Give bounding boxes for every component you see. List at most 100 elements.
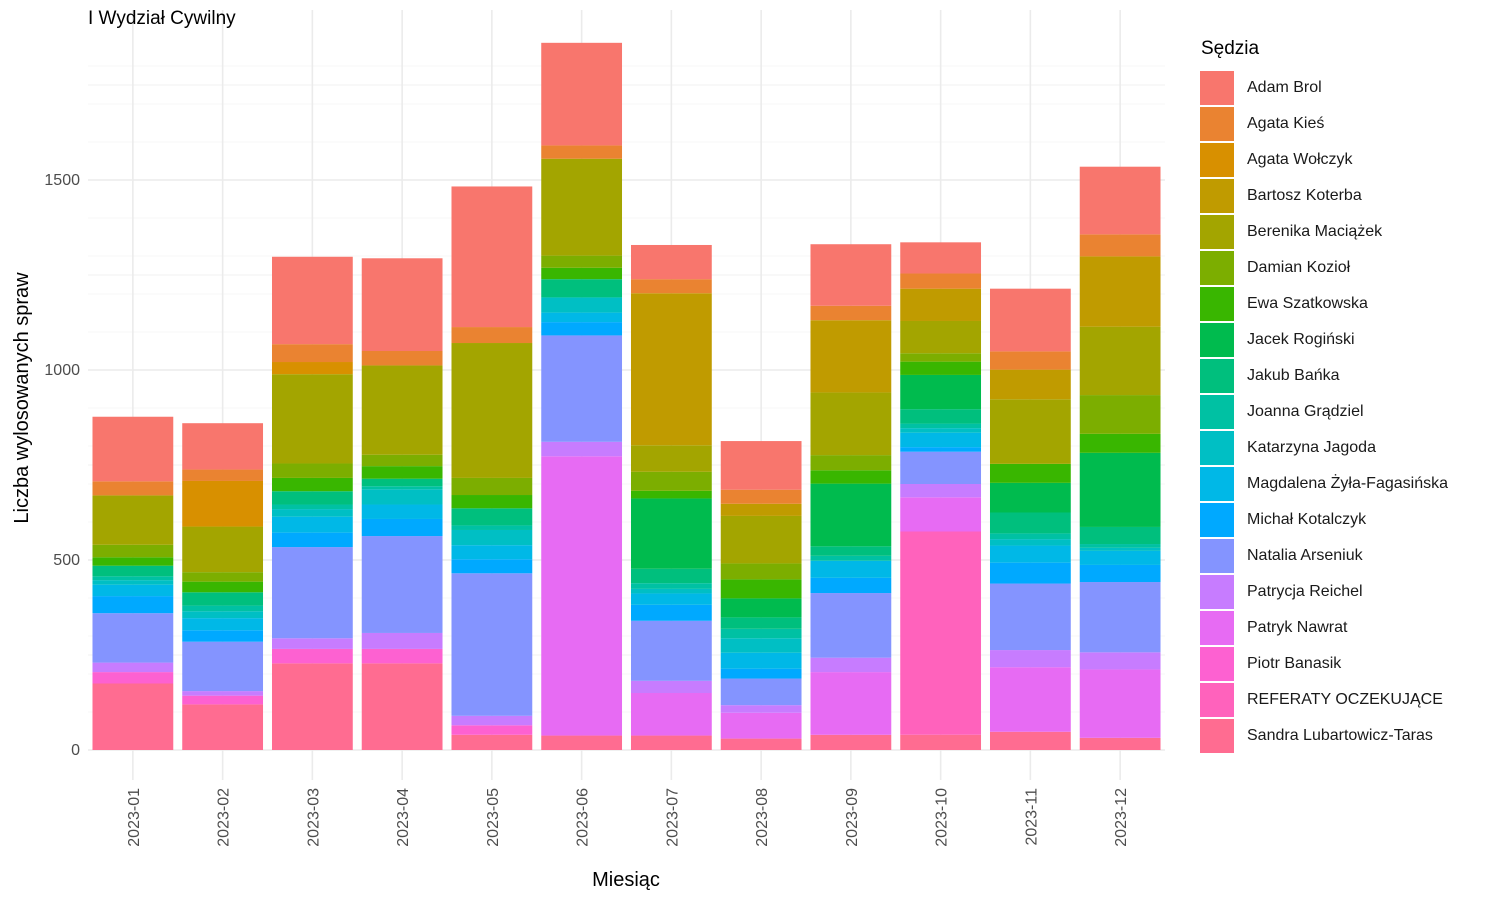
- bar-segment: [720, 638, 802, 653]
- bar-segment: [810, 392, 892, 456]
- bar-segment: [271, 491, 353, 505]
- x-tick-label: 2023-08: [754, 788, 771, 847]
- bar-segment: [361, 365, 443, 455]
- x-tick-label: 2023-11: [1023, 788, 1040, 846]
- bar-segment: [1079, 234, 1161, 257]
- bar-segment: [271, 547, 353, 639]
- bar-segment: [451, 573, 533, 716]
- bar-segment: [361, 454, 443, 467]
- bar-segment: [989, 545, 1071, 563]
- bar-segment: [900, 374, 982, 410]
- bar-segment: [630, 604, 712, 621]
- legend-swatch: [1200, 215, 1234, 249]
- x-tick-label: 2023-07: [664, 788, 681, 847]
- legend-label: Magdalena Żyła-Fagasińska: [1247, 475, 1448, 492]
- legend: Sędzia Adam Brol Agata Kieś Agata Wołczyk B…: [1200, 38, 1448, 754]
- bar-segment: [810, 470, 892, 484]
- bar-segment: [182, 605, 264, 612]
- bar-segment: [989, 512, 1071, 534]
- legend-title: Sędzia: [1201, 38, 1260, 59]
- bar-segment: [92, 481, 174, 496]
- bar-segment: [92, 683, 174, 750]
- bar-segment: [271, 648, 353, 664]
- bar-segment: [541, 441, 623, 457]
- bar-segment: [541, 145, 623, 159]
- bar-segment: [451, 477, 533, 496]
- bar-segment: [1079, 256, 1161, 327]
- bar-segment: [720, 712, 802, 739]
- legend-swatch: [1200, 179, 1234, 213]
- bar-segment: [989, 399, 1071, 464]
- bar-segment: [989, 288, 1071, 352]
- bar-segment: [1079, 526, 1161, 545]
- legend-item: Joanna Grądziel: [1200, 394, 1448, 430]
- bar-segment: [361, 466, 443, 479]
- bar-segment: [541, 158, 623, 256]
- bar-segment: [720, 503, 802, 516]
- bar-segment: [182, 691, 264, 696]
- legend-swatch: [1200, 431, 1234, 465]
- bar-segment: [1079, 452, 1161, 527]
- bar-segment: [720, 668, 802, 679]
- legend-label: Natalia Arseniuk: [1247, 547, 1363, 564]
- bar-segment: [720, 628, 802, 639]
- legend-label: Agata Kieś: [1247, 115, 1325, 132]
- legend-swatch: [1200, 467, 1234, 501]
- bar-segment: [541, 255, 623, 268]
- legend-label: Jakub Bańka: [1247, 367, 1340, 384]
- legend-swatch: [1200, 575, 1234, 609]
- x-tick-label: 2023-12: [1113, 788, 1130, 847]
- legend-swatch: [1200, 719, 1234, 753]
- bar-segment: [92, 596, 174, 614]
- legend-label: Berenika Maciążek: [1247, 223, 1383, 240]
- bar-segment: [271, 374, 353, 464]
- bar-segment: [989, 583, 1071, 651]
- bar-segment: [541, 297, 623, 313]
- bar-segment: [720, 617, 802, 629]
- legend-swatch: [1200, 323, 1234, 357]
- legend-label: Michał Kotalczyk: [1247, 511, 1367, 528]
- legend-swatch: [1200, 287, 1234, 321]
- bar-segment: [92, 416, 174, 482]
- bar-segment: [630, 471, 712, 491]
- legend-label: Joanna Grądziel: [1247, 403, 1364, 420]
- y-tick-label: 1500: [44, 172, 80, 189]
- bar-segment: [810, 320, 892, 393]
- bar-segment: [989, 351, 1071, 370]
- bar-segment: [989, 667, 1071, 732]
- bar-segment: [361, 489, 443, 505]
- bar-segment: [451, 508, 533, 526]
- legend-item: Jakub Bańka: [1200, 358, 1448, 394]
- bar-segment: [1079, 326, 1161, 396]
- legend-item: Natalia Arseniuk: [1200, 538, 1448, 574]
- bar-segment: [630, 693, 712, 736]
- bar-segment: [182, 469, 264, 481]
- legend-label: Damian Kozioł: [1247, 259, 1351, 276]
- bar-segment: [361, 478, 443, 487]
- legend-item: Katarzyna Jagoda: [1200, 430, 1448, 466]
- legend-swatch: [1200, 683, 1234, 717]
- bar-segment: [541, 312, 623, 323]
- bar-segment: [810, 555, 892, 561]
- bar-segment: [541, 42, 623, 146]
- legend-swatch: [1200, 611, 1234, 645]
- bar-segment: [451, 734, 533, 750]
- legend-label: Ewa Szatkowska: [1247, 295, 1368, 312]
- bar-segment: [92, 613, 174, 663]
- bar-segment: [271, 532, 353, 548]
- bar-segment: [900, 242, 982, 274]
- bar-segment: [1079, 669, 1161, 738]
- bar-segment: [900, 409, 982, 424]
- bar-segment: [810, 560, 892, 578]
- bar-segment: [720, 441, 802, 490]
- bar-segment: [1079, 652, 1161, 670]
- bar-segment: [1079, 433, 1161, 453]
- bar-segment: [92, 557, 174, 566]
- legend-item: REFERATY OCZEKUJĄCE: [1200, 682, 1448, 718]
- bar-segment: [810, 305, 892, 321]
- bar-segment: [541, 267, 623, 280]
- bar-segment: [900, 320, 982, 354]
- legend-item: Agata Kieś: [1200, 106, 1448, 142]
- bar-segment: [989, 482, 1071, 513]
- legend-items: Adam Brol Agata Kieś Agata Wołczyk Bartosz …: [1200, 70, 1448, 754]
